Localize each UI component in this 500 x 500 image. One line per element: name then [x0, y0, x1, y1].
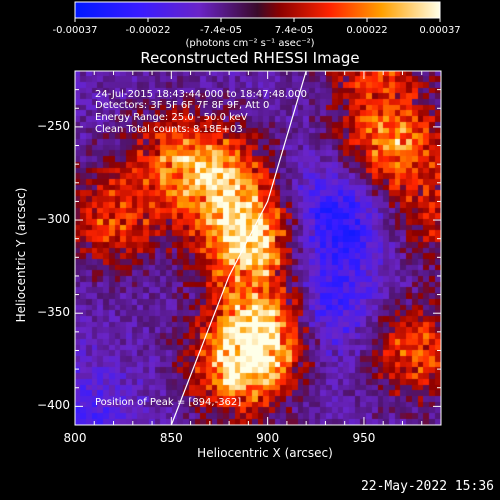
annotation-time: 24-Jul-2015 18:43:44.000 to 18:47:48.000: [95, 89, 307, 100]
plot-frame: [74, 70, 442, 426]
annotation-detectors: Detectors: 3F 5F 6F 7F 8F 9F, Att 0: [95, 100, 270, 111]
annotation-energy: Energy Range: 25.0 - 50.0 keV: [95, 112, 248, 123]
colorbar-labels: -0.00037 -0.00022 -7.4e-05 7.4e-05 0.00022 0.…: [0, 0, 500, 60]
x-axis-label: Heliocentric X (arcsec): [197, 446, 333, 460]
y-tick-label: −350: [37, 305, 70, 320]
annotation-clean-counts: Clean Total counts: 8.18E+03: [95, 124, 243, 135]
footer-date: 22-May-2022 15:36: [360, 479, 494, 494]
colorbar-unit-label: (photons cm⁻² s⁻¹ asec⁻²): [185, 38, 315, 49]
x-tick-label: 900: [256, 431, 280, 445]
x-tick-label: 850: [159, 431, 183, 445]
solar-limb-line: [170, 70, 307, 426]
heatmap-image: [75, 71, 441, 425]
y-tick-label: −250: [37, 118, 70, 133]
annotation-peak-position: Position of Peak = [894,-362]: [95, 397, 242, 408]
axes-frame: [74, 70, 442, 426]
colorbar-tick-label: -0.00022: [125, 25, 171, 36]
colorbar-tick-label: 7.4e-05: [274, 25, 314, 36]
y-tick-label: −300: [37, 212, 70, 227]
colorbar-tick-label: -7.4e-05: [200, 25, 242, 36]
x-tick-label: 950: [352, 431, 376, 445]
colorbar-tick-label: 0.00037: [419, 25, 461, 36]
colorbar-tick-label: -0.00037: [52, 25, 98, 36]
solar-limb-curve: [170, 70, 307, 426]
colorbar-gradient: [74, 1, 441, 19]
y-tick-label: −400: [37, 398, 70, 413]
colorbar-ticks: [74, 18, 441, 22]
colorbar-tick-label: 0.00022: [346, 25, 388, 36]
x-tick-label: 800: [63, 431, 87, 445]
y-axis-label: Heliocentric Y (arcsec): [14, 187, 28, 323]
colorbar: [74, 1, 441, 22]
plot-title: Reconstructed RHESSI Image: [140, 49, 360, 67]
